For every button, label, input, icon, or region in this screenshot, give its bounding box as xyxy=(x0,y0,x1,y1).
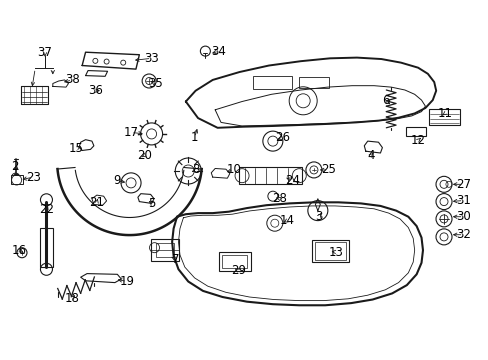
Text: 28: 28 xyxy=(272,192,286,205)
Text: 23: 23 xyxy=(26,171,41,184)
Bar xyxy=(11,175,23,184)
Text: 11: 11 xyxy=(437,107,451,120)
Text: 25: 25 xyxy=(321,163,335,176)
Text: 17: 17 xyxy=(123,126,138,139)
Text: 13: 13 xyxy=(328,246,343,258)
Bar xyxy=(150,239,179,261)
Text: 33: 33 xyxy=(144,52,159,65)
Text: 9: 9 xyxy=(113,174,121,187)
Text: 20: 20 xyxy=(137,149,151,162)
Text: 32: 32 xyxy=(455,228,470,241)
Text: 6: 6 xyxy=(382,94,389,107)
Text: 7: 7 xyxy=(172,253,180,266)
Bar xyxy=(40,228,53,267)
Text: 2: 2 xyxy=(11,160,19,173)
Text: 29: 29 xyxy=(231,264,245,277)
Text: 12: 12 xyxy=(410,134,425,147)
Text: 37: 37 xyxy=(38,46,52,59)
Text: 24: 24 xyxy=(285,174,299,187)
Bar xyxy=(222,255,246,268)
Text: 10: 10 xyxy=(226,163,241,176)
Bar xyxy=(219,252,250,271)
Text: 22: 22 xyxy=(39,203,54,216)
Text: 8: 8 xyxy=(191,163,199,176)
Bar xyxy=(405,127,426,136)
Bar xyxy=(155,243,174,257)
Text: 16: 16 xyxy=(12,244,27,257)
Text: 27: 27 xyxy=(455,178,470,191)
Bar xyxy=(315,242,345,260)
Text: 1: 1 xyxy=(190,131,198,144)
Text: 38: 38 xyxy=(65,73,80,86)
Text: 36: 36 xyxy=(88,84,102,97)
Text: 3: 3 xyxy=(314,210,322,223)
Text: 4: 4 xyxy=(366,149,374,162)
Bar xyxy=(299,77,328,88)
Text: 14: 14 xyxy=(280,214,294,227)
Text: 5: 5 xyxy=(147,197,155,210)
Bar xyxy=(428,109,459,125)
Text: 26: 26 xyxy=(275,131,289,144)
Bar xyxy=(238,167,302,184)
Text: 21: 21 xyxy=(89,196,104,209)
Text: 15: 15 xyxy=(68,142,83,155)
Text: 30: 30 xyxy=(455,210,470,223)
Text: 34: 34 xyxy=(211,45,226,58)
Text: 35: 35 xyxy=(148,77,163,90)
Text: 18: 18 xyxy=(65,292,80,305)
Text: 31: 31 xyxy=(455,194,470,207)
Bar xyxy=(311,240,348,262)
Bar xyxy=(253,76,292,89)
Text: 19: 19 xyxy=(120,275,134,288)
